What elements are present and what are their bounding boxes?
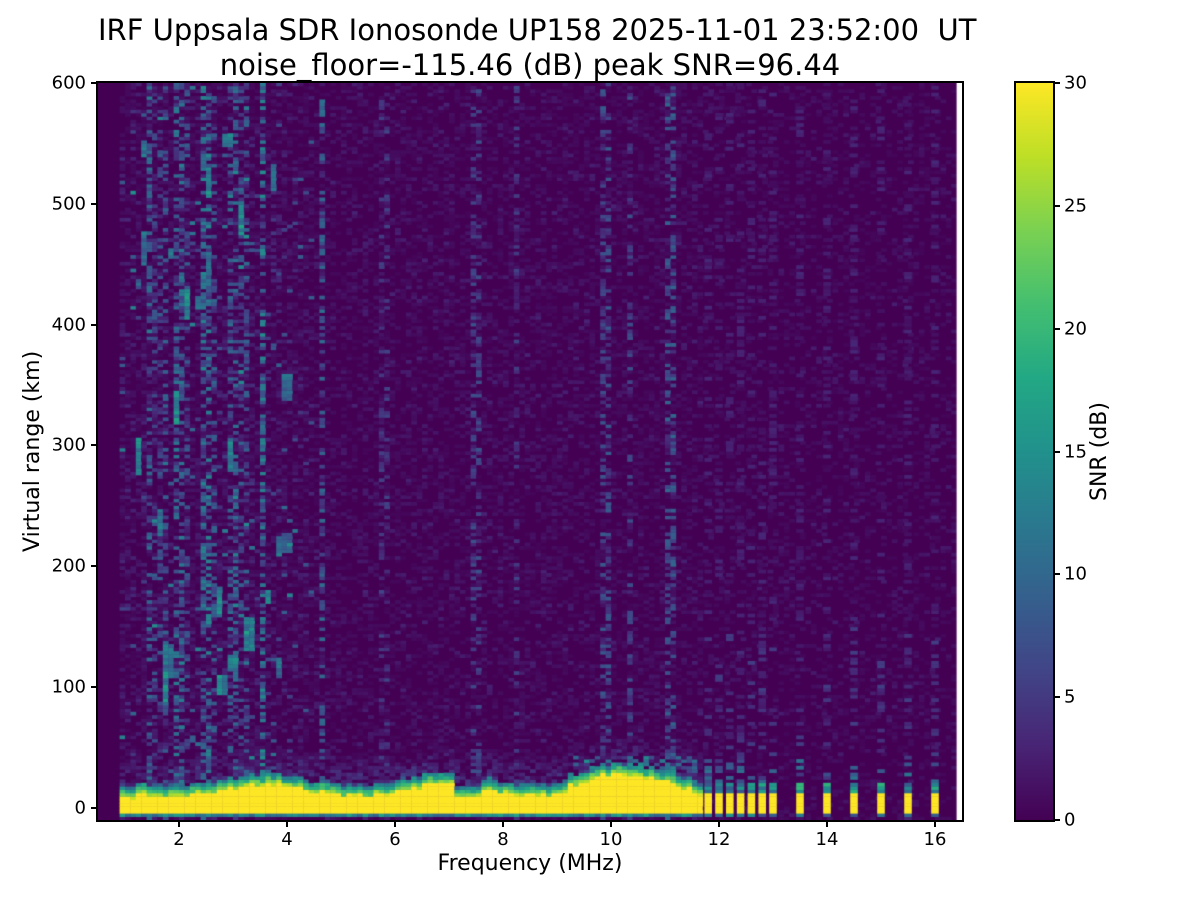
- y-axis-ticks: [91, 82, 96, 820]
- x-tick: [394, 822, 396, 827]
- colorbar-label: SNR (dB): [1087, 402, 1112, 501]
- colorbar-tick: [1055, 450, 1060, 453]
- colorbar-tick-labels: 0 5 10 15 20 25 30: [1064, 73, 1124, 831]
- x-tick: [934, 822, 936, 827]
- colorbar-tick: [1055, 204, 1060, 207]
- y-tick: [91, 323, 96, 326]
- x-tick: [610, 822, 612, 827]
- x-tick-label: 16: [923, 829, 947, 850]
- x-axis-tick-labels: 2 4 6 8 10 12 14 16: [98, 829, 962, 853]
- y-tick-label: 400: [51, 314, 86, 336]
- y-tick: [91, 686, 96, 689]
- y-tick-label: 600: [51, 72, 86, 94]
- colorbar-tick: [1055, 819, 1060, 821]
- x-tick: [826, 822, 828, 827]
- x-tick-label: 4: [281, 829, 293, 850]
- colorbar-tick: [1055, 573, 1060, 576]
- y-tick-label: 500: [51, 193, 86, 215]
- ionogram-heatmap: [98, 83, 962, 820]
- x-tick: [502, 822, 504, 827]
- colorbar-tick-label: 10: [1064, 563, 1087, 585]
- y-tick: [91, 82, 96, 84]
- y-axis-label: Virtual range (km): [20, 350, 45, 553]
- colorbar-gradient: [1016, 83, 1053, 820]
- colorbar-tick-label: 30: [1064, 72, 1087, 94]
- x-tick-label: 2: [173, 829, 185, 850]
- colorbar-tick-label: 0: [1064, 809, 1076, 831]
- x-tick: [286, 822, 288, 827]
- colorbar-frame: [1014, 81, 1055, 822]
- y-tick: [91, 202, 96, 205]
- plot-area-frame: [96, 81, 964, 822]
- y-tick: [91, 444, 96, 447]
- colorbar-tick-label: 5: [1064, 686, 1076, 708]
- x-tick-label: 6: [389, 829, 401, 850]
- x-tick: [718, 822, 720, 827]
- y-tick-label: 0: [74, 797, 86, 819]
- x-tick: [178, 822, 180, 827]
- chart-subtitle: noise_floor=-115.46 (dB) peak SNR=96.44: [219, 48, 841, 82]
- x-tick-label: 8: [497, 829, 509, 850]
- x-tick-label: 10: [599, 829, 623, 850]
- colorbar-tick: [1055, 82, 1060, 84]
- y-tick-label: 300: [51, 434, 86, 456]
- y-tick: [91, 565, 96, 568]
- colorbar-tick-label: 20: [1064, 318, 1087, 340]
- y-tick-label: 200: [51, 555, 86, 577]
- colorbar-ticks: [1055, 82, 1060, 821]
- colorbar-tick: [1055, 696, 1060, 699]
- colorbar-tick: [1055, 327, 1060, 330]
- colorbar-tick-label: 15: [1064, 441, 1087, 462]
- x-tick-label: 14: [815, 829, 839, 850]
- x-axis-ticks: [98, 822, 962, 828]
- colorbar-tick-label: 25: [1064, 195, 1087, 217]
- y-tick-label: 100: [51, 676, 86, 698]
- y-tick: [91, 806, 96, 809]
- x-axis-label: Frequency (MHz): [437, 851, 623, 876]
- chart-title: IRF Uppsala SDR Ionosonde UP158 2025-11-…: [98, 13, 977, 47]
- x-tick-label: 12: [707, 829, 731, 850]
- y-axis-tick-labels: 0 100 200 300 400 500 600: [26, 73, 86, 820]
